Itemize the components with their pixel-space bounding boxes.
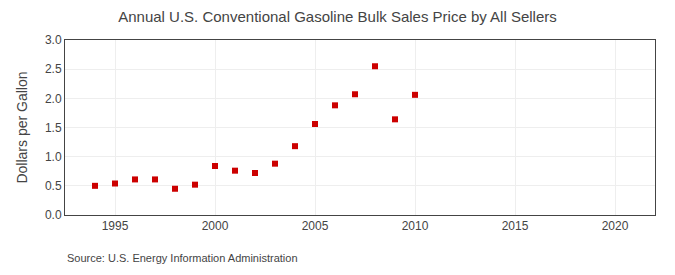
svg-text:1.5: 1.5 xyxy=(45,121,62,135)
svg-text:2005: 2005 xyxy=(302,219,329,233)
svg-text:Source: U.S. Energy Informatio: Source: U.S. Energy Information Administ… xyxy=(67,252,298,264)
svg-text:1995: 1995 xyxy=(102,219,129,233)
svg-text:0.0: 0.0 xyxy=(45,208,62,222)
svg-text:2015: 2015 xyxy=(502,219,529,233)
svg-text:2000: 2000 xyxy=(202,219,229,233)
svg-text:3.0: 3.0 xyxy=(45,33,62,47)
svg-text:2010: 2010 xyxy=(402,219,429,233)
svg-text:Dollars per Gallon: Dollars per Gallon xyxy=(14,71,30,183)
svg-text:0.5: 0.5 xyxy=(45,179,62,193)
svg-text:2020: 2020 xyxy=(602,219,629,233)
svg-text:2.5: 2.5 xyxy=(45,62,62,76)
svg-text:2.0: 2.0 xyxy=(45,92,62,106)
svg-text:Annual U.S. Conventional Gasol: Annual U.S. Conventional Gasoline Bulk S… xyxy=(118,8,557,25)
svg-text:1.0: 1.0 xyxy=(45,150,62,164)
